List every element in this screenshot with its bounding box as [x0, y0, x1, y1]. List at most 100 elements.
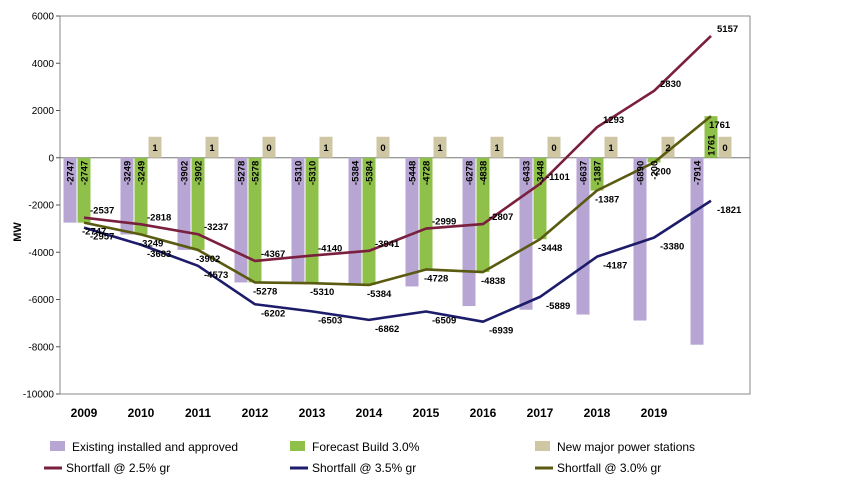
bar-existing — [690, 157, 704, 345]
data-label-shortfall-35: -5889 — [546, 301, 570, 312]
legend-label-forecast: Forecast Build 3.0% — [312, 440, 420, 454]
data-label-new-stations: 0 — [380, 143, 385, 154]
y-tick-label: 6000 — [32, 12, 55, 23]
data-label-shortfall-35: -6503 — [318, 315, 342, 326]
data-label-new-stations: 0 — [722, 143, 727, 154]
data-label-existing: -7914 — [693, 160, 704, 185]
bar-forecast — [533, 157, 547, 240]
x-tick-label: 2019 — [641, 406, 668, 420]
x-tick-label: 2014 — [356, 406, 383, 420]
data-label-shortfall-35: -6509 — [432, 316, 456, 327]
bar-forecast — [134, 157, 148, 235]
data-label-forecast: -2747 — [80, 161, 91, 185]
data-label-new-stations: 1 — [494, 143, 500, 154]
data-label-shortfall-30: -3448 — [538, 243, 562, 254]
data-label-forecast: -5310 — [308, 161, 319, 185]
data-label-shortfall-30: -5384 — [367, 289, 392, 300]
legend-swatch-forecast — [290, 441, 305, 451]
data-label-shortfall-35: -6202 — [261, 308, 285, 319]
x-tick-label: 2017 — [527, 406, 554, 420]
data-label-existing: -3902 — [180, 161, 191, 185]
data-label-shortfall-35: -6862 — [375, 324, 399, 335]
bar-new-stations — [319, 136, 333, 158]
data-label-shortfall-30: -5310 — [310, 287, 334, 298]
data-label-forecast: -5384 — [365, 160, 376, 185]
data-label-existing: -6278 — [465, 161, 476, 185]
line-shortfall-25 — [83, 34, 712, 263]
data-label-forecast: -3249 — [137, 161, 148, 185]
data-label-shortfall-25: -3941 — [375, 239, 400, 250]
data-label-existing: -5310 — [294, 161, 305, 185]
bar-new-stations — [433, 136, 447, 158]
data-label-shortfall-35: -2957 — [90, 232, 114, 243]
data-label-new-stations: 1 — [209, 143, 215, 154]
data-label-shortfall-25: 5157 — [717, 24, 738, 35]
data-label-existing: -2747 — [66, 161, 77, 185]
data-label-shortfall-35: -4573 — [204, 270, 228, 281]
x-tick-label: 2012 — [242, 406, 269, 420]
data-label-shortfall-25: -4367 — [261, 249, 285, 260]
data-label-shortfall-25: -3237 — [204, 222, 228, 233]
data-label-shortfall-30: -1387 — [595, 195, 619, 206]
x-tick-label: 2009 — [71, 406, 98, 420]
data-label-shortfall-30: 1761 — [709, 120, 731, 131]
bar-existing — [405, 157, 419, 287]
bar-existing — [120, 157, 134, 235]
data-label-shortfall-25: -2818 — [147, 212, 171, 223]
bar-new-stations — [490, 136, 504, 158]
data-label-shortfall-30: -4838 — [481, 276, 505, 287]
x-tick-label: 2015 — [413, 406, 440, 420]
bar-existing — [177, 157, 191, 250]
bar-forecast — [704, 116, 718, 158]
y-tick-label: -2000 — [28, 201, 54, 212]
bar-new-stations — [262, 136, 276, 158]
x-tick-label: 2010 — [128, 406, 155, 420]
bar-new-stations — [376, 136, 390, 158]
bar-forecast — [647, 157, 661, 163]
data-label-forecast: -3902 — [194, 161, 205, 185]
bar-forecast — [476, 157, 490, 273]
bar-forecast — [419, 157, 433, 270]
bar-forecast — [590, 157, 604, 191]
data-label-forecast: -4728 — [422, 161, 433, 185]
legend-label-shortfall-25: Shortfall @ 2.5% gr — [66, 461, 170, 475]
legend-swatch-existing — [50, 441, 65, 451]
bar-new-stations — [547, 136, 561, 158]
bar-forecast — [305, 157, 319, 284]
y-tick-label: -8000 — [28, 342, 54, 353]
data-label-shortfall-25: -4140 — [318, 244, 342, 255]
y-tick-label: -6000 — [28, 295, 54, 306]
bar-new-stations — [604, 136, 618, 158]
data-label-new-stations: 2 — [665, 143, 670, 154]
data-label-shortfall-35: -6939 — [489, 326, 513, 337]
data-label-shortfall-35: -1821 — [717, 205, 742, 216]
data-label-shortfall-25: -1101 — [546, 172, 570, 183]
line-shortfall-30 — [83, 115, 712, 287]
legend-label-new-stations: New major power stations — [557, 440, 695, 454]
data-label-forecast: 1761 — [707, 134, 718, 156]
legend: Existing installed and approved Forecast… — [44, 440, 695, 475]
legend-label-existing: Existing installed and approved — [72, 440, 238, 454]
data-label-new-stations: 1 — [152, 143, 158, 154]
data-label-shortfall-30: -3902 — [196, 254, 220, 265]
y-tick-label: -4000 — [28, 248, 54, 259]
y-axis-label: MW — [12, 222, 24, 242]
bar-new-stations — [205, 136, 219, 158]
data-label-new-stations: 0 — [551, 143, 556, 154]
data-label-forecast: -1387 — [593, 161, 604, 185]
data-label-existing: -5384 — [351, 160, 362, 185]
data-label-shortfall-25: 1293 — [603, 115, 624, 126]
bar-existing — [633, 157, 647, 321]
data-label-forecast: -4838 — [479, 161, 490, 185]
data-label-new-stations: 1 — [323, 143, 329, 154]
data-label-shortfall-25: -2807 — [489, 212, 513, 223]
data-label-new-stations: 1 — [437, 143, 443, 154]
data-label-existing: -6890 — [636, 161, 647, 185]
y-tick-label: -10000 — [23, 390, 55, 401]
bar-forecast — [248, 157, 262, 283]
line-shortfall-35 — [83, 199, 712, 323]
data-label-existing: -3249 — [123, 161, 134, 185]
x-tick-label: 2011 — [185, 406, 211, 420]
